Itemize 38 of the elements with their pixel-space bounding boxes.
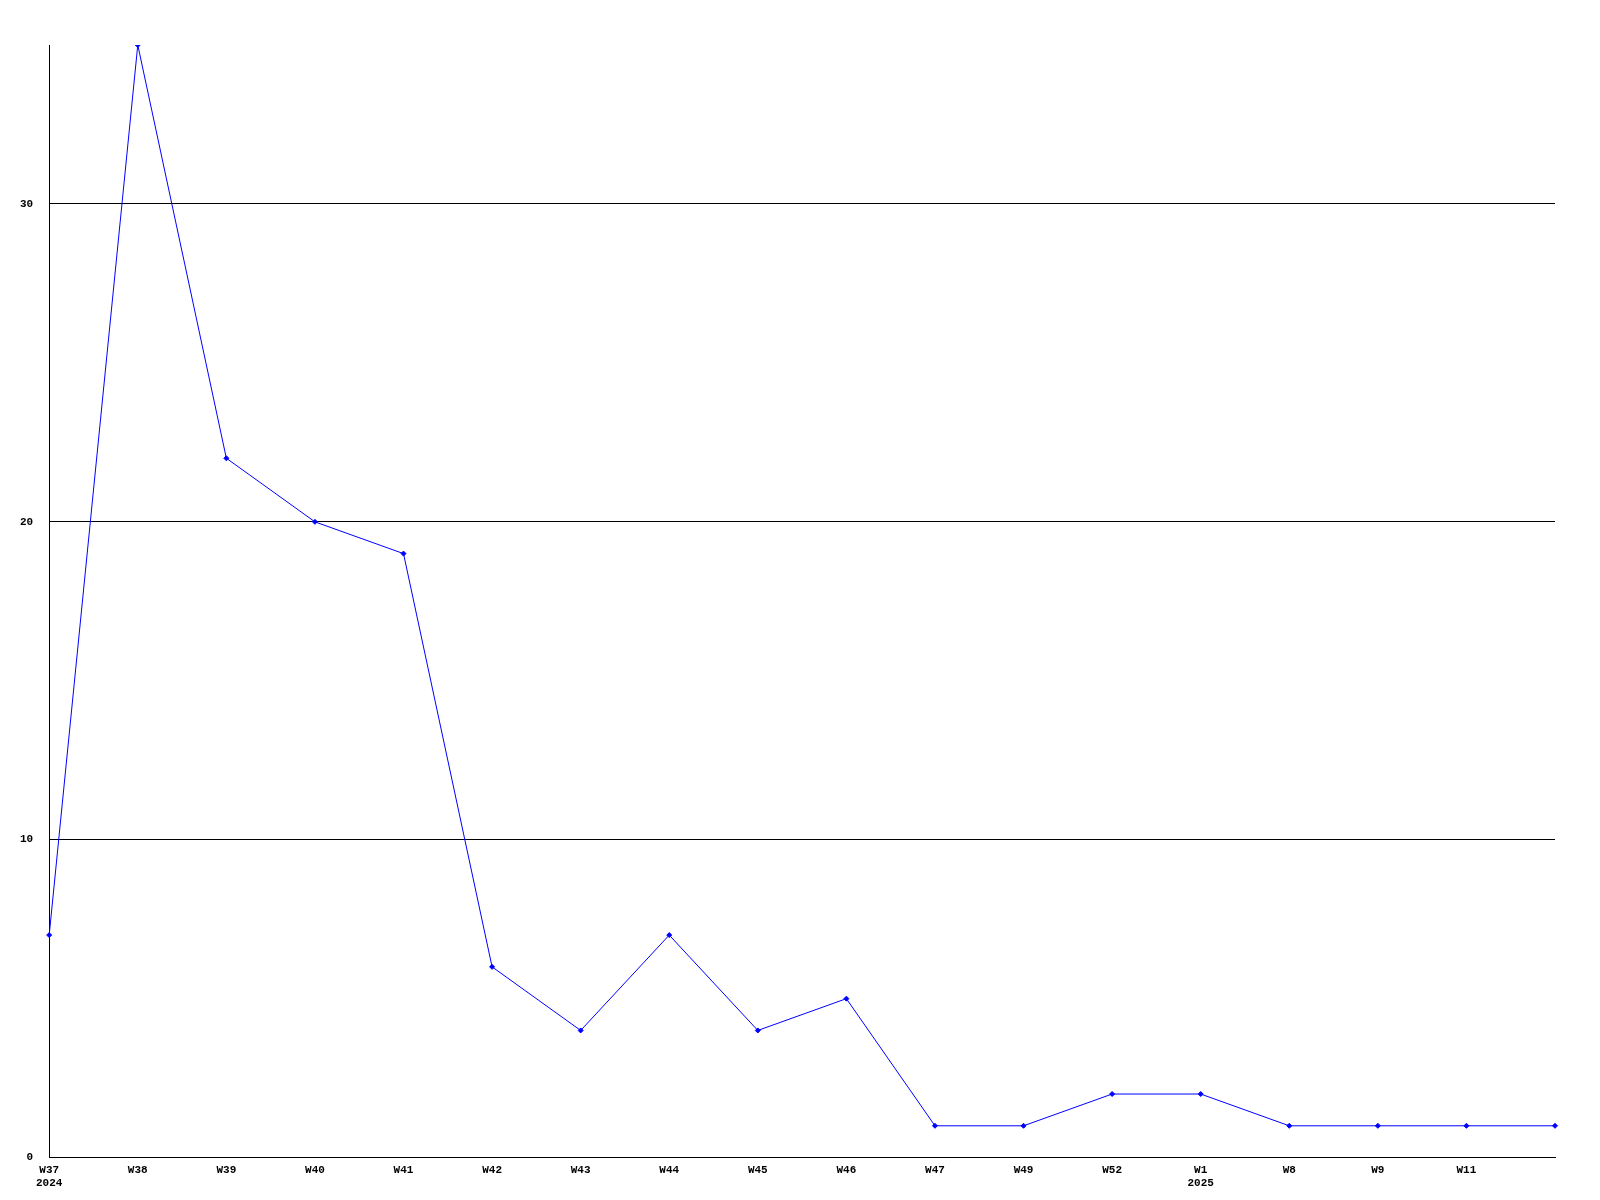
y-tick-label: 0 — [26, 1151, 34, 1164]
y-tick-label: 30 — [20, 197, 34, 210]
point — [1463, 1122, 1470, 1129]
point — [1197, 1091, 1204, 1098]
point — [754, 1027, 761, 1034]
point — [577, 1027, 584, 1034]
x-tick-label: W45 — [747, 1163, 769, 1176]
point — [489, 963, 496, 970]
point — [1109, 1091, 1116, 1098]
y-tick-label: 20 — [20, 515, 34, 528]
x-tick-label: W39 — [216, 1163, 237, 1176]
point — [1552, 1122, 1558, 1129]
x-tick-label: W41 — [393, 1163, 414, 1176]
point — [843, 995, 850, 1002]
x-tick-label: W9 — [1371, 1163, 1385, 1176]
x-tick-label: W42 — [482, 1163, 502, 1176]
x-tick-label: W52 — [1102, 1163, 1123, 1176]
point — [666, 932, 673, 939]
y-tick-label: 10 — [20, 833, 34, 846]
x-tick-label: W43 — [570, 1163, 591, 1176]
point — [400, 550, 407, 557]
x-tick-label: W46 — [836, 1163, 857, 1176]
point — [223, 455, 230, 462]
x-tick-label: W11 — [1456, 1163, 1477, 1176]
point — [311, 518, 318, 525]
point — [1374, 1122, 1381, 1129]
x-tick-label: W40 — [305, 1163, 325, 1176]
x-tick-label: W8 — [1282, 1163, 1297, 1176]
x-tick-label: W47 — [925, 1163, 945, 1176]
point — [1020, 1122, 1027, 1129]
x-tick-label: W38 — [127, 1163, 149, 1176]
point — [931, 1122, 938, 1129]
x-tick-label: W44 — [659, 1163, 680, 1176]
x-tick-label: W37 2024 — [36, 1163, 63, 1190]
point — [1286, 1122, 1293, 1129]
x-tick-label: W1 2025 — [1187, 1163, 1215, 1190]
x-tick-label: W49 — [1013, 1163, 1034, 1176]
point — [46, 932, 53, 939]
